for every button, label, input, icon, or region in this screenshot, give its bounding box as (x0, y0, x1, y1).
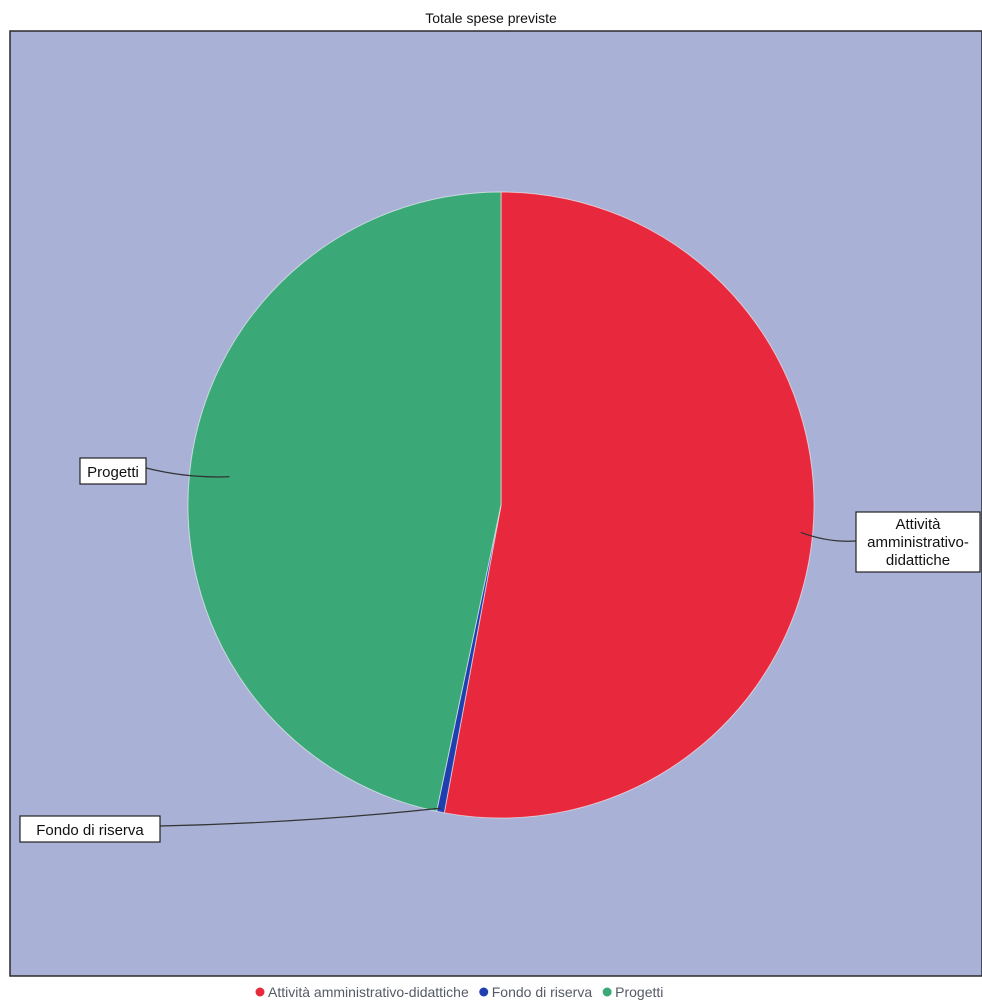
callout-fondo-di-riserva: Fondo di riserva (19, 807, 442, 843)
callout-label: Attività (895, 516, 941, 533)
legend-item-attivita-amministrativo-didattiche: Attività amministrativo-didattiche (255, 984, 469, 1000)
legend-marker (255, 987, 265, 997)
legend-label: Progetti (615, 984, 663, 1000)
leader-line (159, 807, 442, 827)
callout-box (19, 815, 161, 843)
callout-box (79, 457, 147, 485)
callout-box (855, 511, 981, 573)
pie-slices (187, 191, 815, 819)
legend-item-fondo-di-riserva: Fondo di riserva (479, 984, 592, 1000)
legend: Attività amministrativo-didattiche Fondo … (255, 984, 663, 1000)
legend-label: Attività amministrativo-didattiche (268, 984, 469, 1000)
legend-marker (479, 987, 489, 997)
legend-marker (602, 987, 612, 997)
callout-label: didattiche (886, 552, 950, 569)
legend-label: Fondo di riserva (492, 984, 593, 1000)
callout-progetti: Progetti (79, 457, 230, 485)
chart-title: Totale spese previste (425, 10, 557, 26)
legend-item-progetti: Progetti (602, 984, 663, 1000)
leader-line (145, 467, 230, 478)
pie-slice-progetti (187, 191, 502, 812)
callout-label: amministrativo- (867, 534, 969, 551)
leader-line (800, 531, 857, 542)
callout-label: Fondo di riserva (36, 822, 144, 839)
callout-label: Progetti (87, 464, 139, 481)
pie-slice-attivita-amministrativo-didattiche (443, 191, 815, 819)
